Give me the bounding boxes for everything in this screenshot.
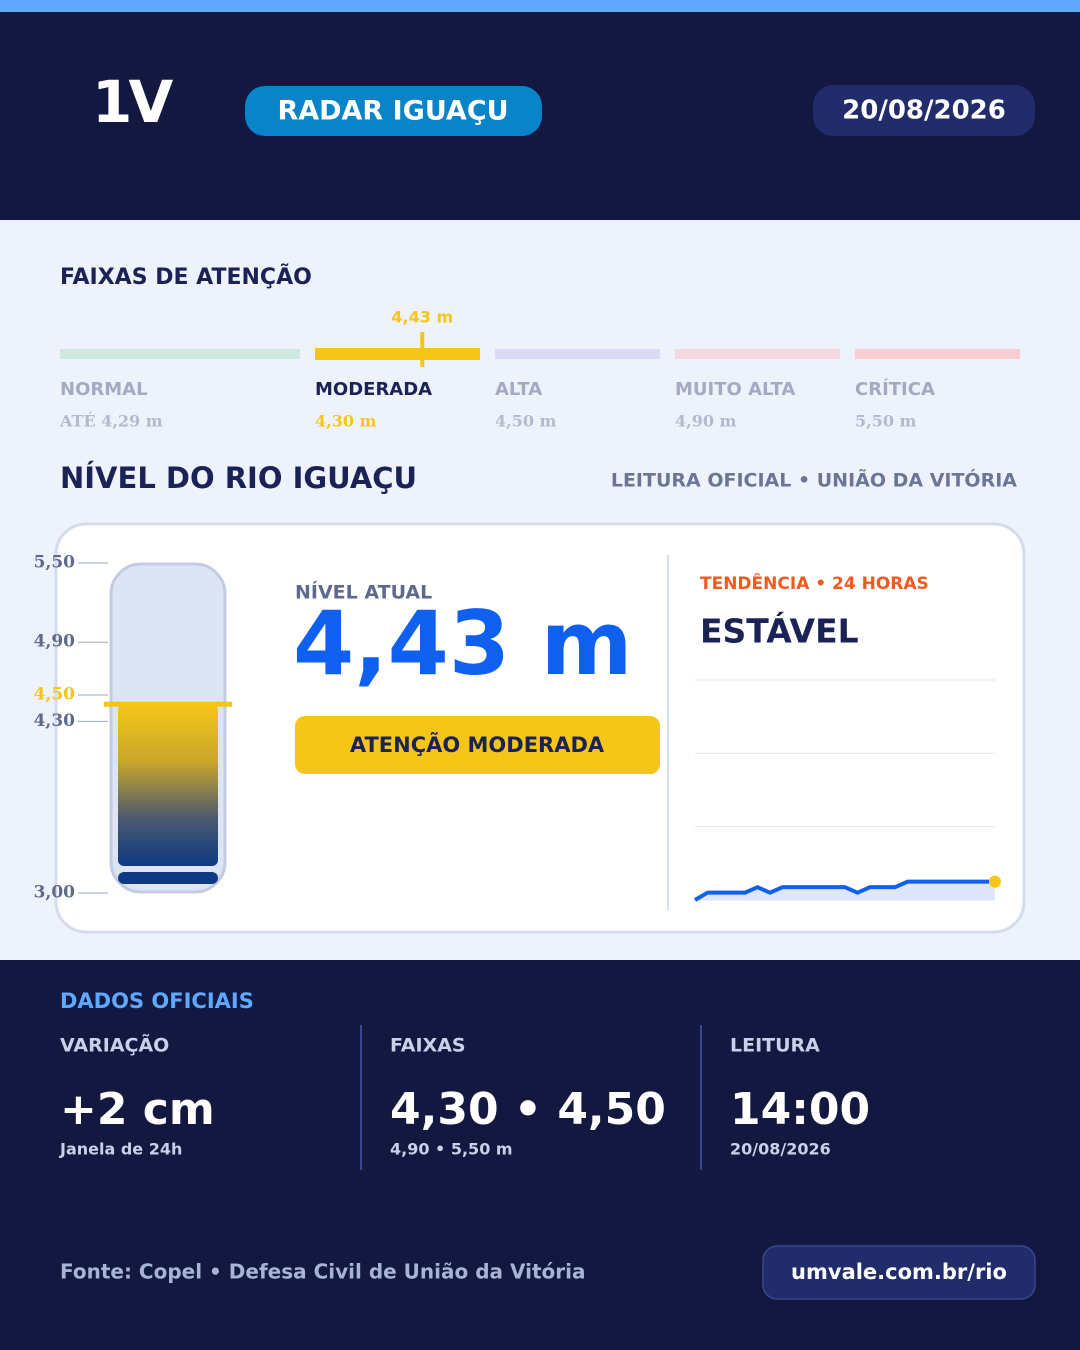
trend-end [989, 875, 1001, 888]
data-title: DADOS OFICIAIS [60, 989, 254, 1013]
band-range: 4,50 m [495, 412, 557, 431]
url[interactable]: umvale.com.br/rio [791, 1260, 1007, 1284]
data-note: Janela de 24h [59, 1140, 182, 1159]
band-range: 5,50 m [855, 412, 917, 431]
band-bar [60, 349, 300, 359]
gauge-liquid [118, 704, 218, 866]
data-note: 4,90 • 5,50 m [390, 1140, 513, 1159]
band-bar [315, 348, 480, 360]
band-range: 4,30 m [315, 412, 377, 431]
source: Fonte: Copel • Defesa Civil de União da … [60, 1260, 585, 1284]
data-note: 20/08/2026 [730, 1140, 831, 1159]
data-value: +2 cm [60, 1084, 215, 1135]
gauge-tick-label: 5,50 [34, 553, 76, 573]
gauge-tick-label: 4,90 [34, 632, 76, 652]
band-name: CRÍTICA [855, 378, 935, 400]
data-label: VARIAÇÃO [60, 1033, 169, 1057]
data-label: LEITURA [730, 1035, 820, 1057]
trend-title: TENDÊNCIA • 24 HORAS [700, 572, 929, 594]
gauge-tick-label: 4,30 [34, 711, 76, 731]
date-bg [813, 85, 1035, 136]
band-bar [675, 349, 840, 359]
current-label: NÍVEL ATUAL [295, 581, 432, 604]
gauge-tick-label: 3,00 [34, 883, 76, 903]
band-marker-label: 4,43 m [391, 308, 453, 327]
band-name: MUITO ALTA [675, 379, 795, 400]
section-title: FAIXAS DE ATENÇÃO [60, 264, 312, 290]
trend-line [693, 879, 995, 902]
gauge-tick-label: 4,50 [34, 685, 76, 705]
logo: 1V [92, 68, 173, 136]
band-bar [855, 349, 1020, 359]
current-value: 4,43 m [293, 592, 632, 695]
band-name: MODERADA [315, 379, 432, 400]
url-bg[interactable] [762, 1245, 1036, 1300]
band-bar [495, 349, 660, 359]
band-name: ALTA [495, 379, 542, 400]
top-strip [0, 0, 1080, 12]
status-bg [295, 716, 660, 774]
trend-status: ESTÁVEL [700, 611, 859, 651]
date: 20/08/2026 [842, 96, 1006, 126]
data-value: 4,30 • 4,50 [390, 1084, 666, 1135]
band-range: ATÉ 4,29 m [59, 411, 163, 431]
level-title: NÍVEL DO RIO IGUAÇU [60, 461, 417, 495]
data-value: 14:00 [730, 1084, 870, 1135]
status: ATENÇÃO MODERADA [350, 732, 605, 757]
band-range: 4,90 m [675, 412, 737, 431]
trend-area [695, 881, 995, 900]
gauge-base [118, 872, 218, 884]
badge: RADAR IGUAÇU [277, 96, 508, 127]
badge-bg [245, 86, 542, 136]
band-name: NORMAL [60, 379, 148, 400]
data-label: FAIXAS [390, 1035, 466, 1057]
level-source: LEITURA OFICIAL • UNIÃO DA VITÓRIA [611, 468, 1017, 492]
